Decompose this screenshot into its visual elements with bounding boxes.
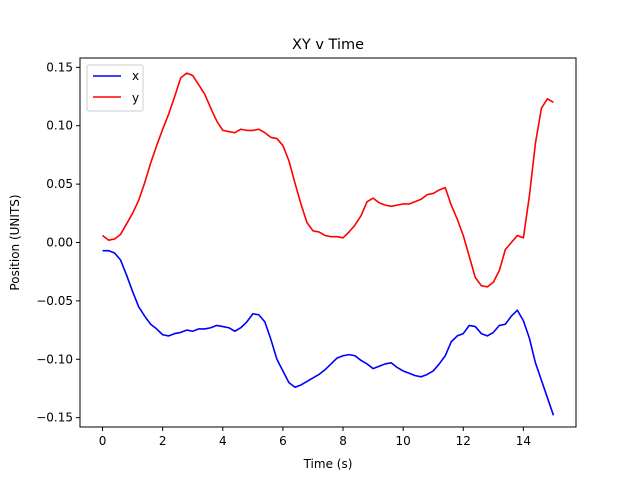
y-tick-label: 0.00: [46, 236, 73, 250]
legend-label-x: x: [132, 69, 139, 83]
x-tick-label: 8: [339, 434, 347, 448]
y-tick-label: 0.05: [46, 177, 73, 191]
legend-label-y: y: [132, 91, 139, 105]
x-tick-label: 2: [159, 434, 167, 448]
chart-title: XY v Time: [292, 37, 364, 53]
axis-ticks: 0 2 4 6 8 10 12 14 −0.15 −0.10 −0.05 0.00 0.05 0.10 0.…: [36, 60, 531, 448]
x-tick-label: 6: [279, 434, 287, 448]
x-tick-label: 0: [99, 434, 107, 448]
x-tick-label: 4: [219, 434, 227, 448]
legend: x y: [86, 64, 144, 112]
plot-area: [102, 72, 555, 416]
y-axis-label: Position (UNITS): [8, 194, 22, 290]
y-tick-label: 0.10: [46, 119, 73, 133]
y-tick-label: −0.05: [36, 294, 73, 308]
series-line-x: [102, 249, 555, 416]
y-tick-label: 0.15: [46, 60, 73, 74]
x-tick-label: 12: [456, 434, 471, 448]
y-tick-label: −0.15: [36, 411, 73, 425]
x-axis-label: Time (s): [303, 457, 353, 471]
x-tick-label: 10: [396, 434, 411, 448]
series-line-y: [102, 72, 554, 288]
x-tick-label: 14: [516, 434, 531, 448]
y-tick-label: −0.10: [36, 352, 73, 366]
